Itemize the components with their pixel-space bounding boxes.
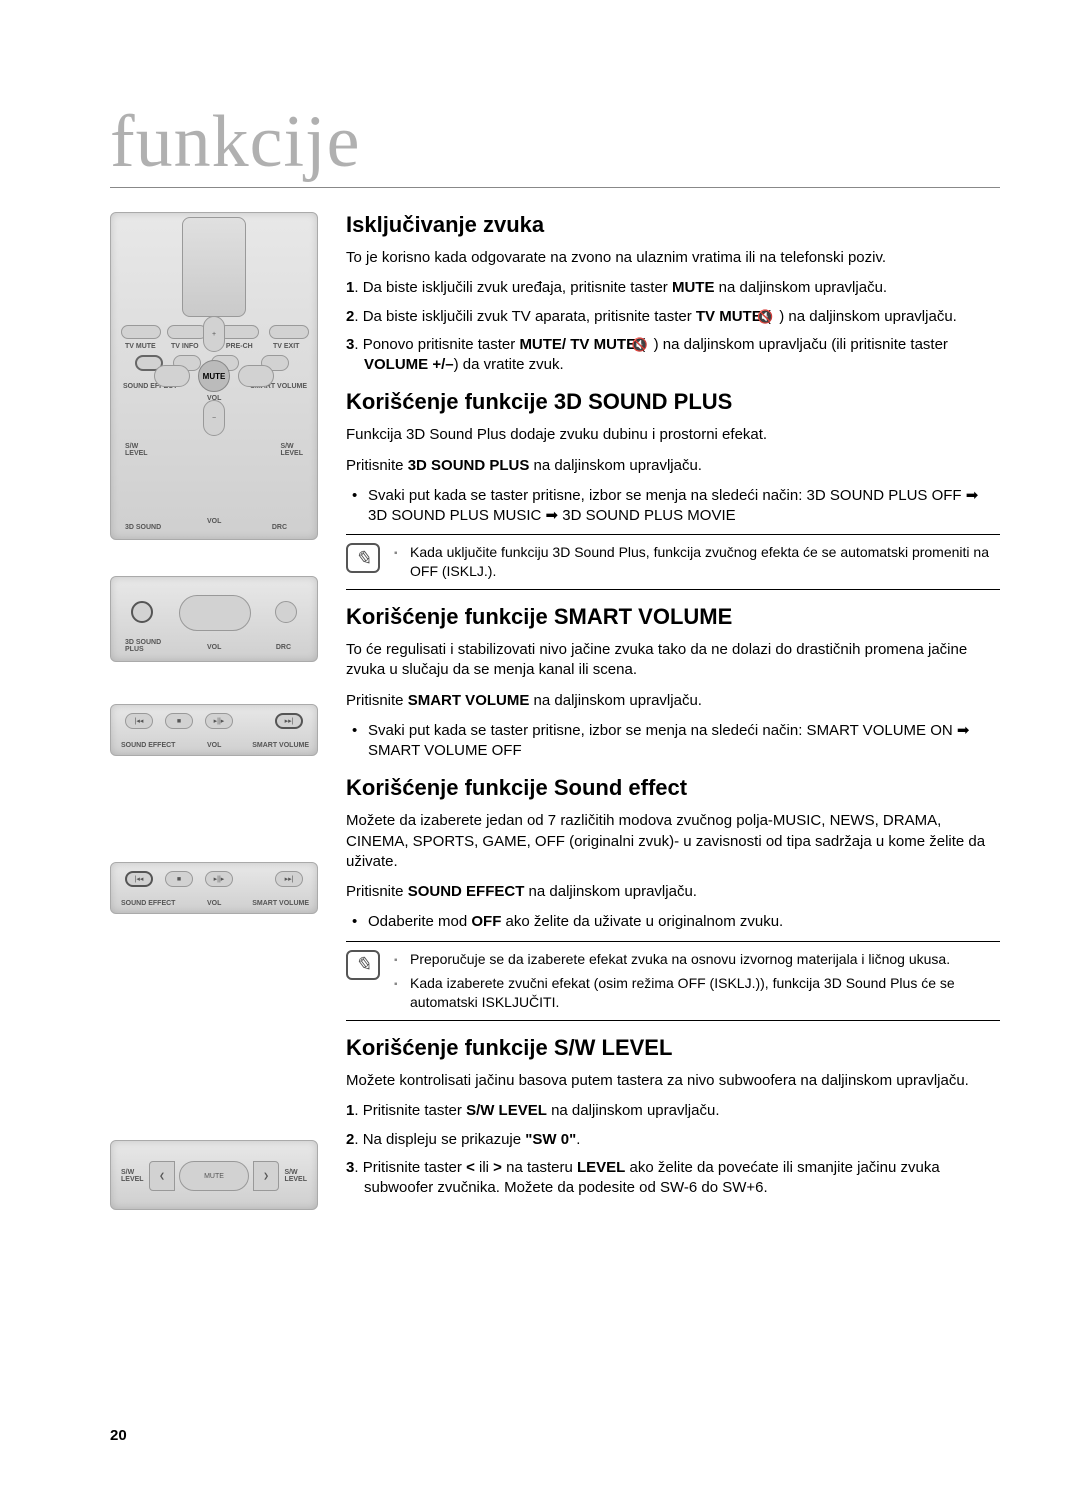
label-drc-p2: DRC	[276, 644, 291, 651]
sw-step1: 1. Pritisnite taster S/W LEVEL na daljin…	[346, 1101, 1000, 1121]
label-sw-right: S/W LEVEL	[280, 443, 303, 457]
smart-intro: To će regulisati i stabilizovati nivo ja…	[346, 640, 1000, 681]
note-3d: ✎ Kada uključite funkciju 3D Sound Plus,…	[346, 534, 1000, 590]
remote-illustration-main: TV MUTE TV INFO TV PRE-CH TV EXIT SOUND …	[110, 212, 318, 540]
note-icon: ✎	[346, 543, 380, 573]
heading-effect: Korišćenje funkcije Sound effect	[346, 775, 1000, 801]
label-se-p3: SOUND EFFECT	[121, 742, 175, 749]
heading-3d: Korišćenje funkcije 3D SOUND PLUS	[346, 389, 1000, 415]
note-effect-1: Preporučuje se da izaberete efekat zvuka…	[394, 950, 1000, 969]
label-vol-bottom: VOL	[207, 518, 221, 525]
sw-intro: Možete kontrolisati jačinu basova putem …	[346, 1071, 1000, 1091]
mute-step2: 2. Da biste isključili zvuk TV aparata, …	[346, 307, 1000, 327]
content-wrapper: TV MUTE TV INFO TV PRE-CH TV EXIT SOUND …	[110, 212, 1000, 1210]
heading-sw: Korišćenje funkcije S/W LEVEL	[346, 1035, 1000, 1061]
label-sw-p5r: S/W LEVEL	[284, 1169, 307, 1183]
d3-bullet: Svaki put kada se taster pritisne, izbor…	[346, 486, 1000, 527]
d3-press: Pritisnite 3D SOUND PLUS na daljinskom u…	[346, 456, 1000, 476]
heading-smart: Korišćenje funkcije SMART VOLUME	[346, 604, 1000, 630]
page-title: funkcije	[110, 100, 1000, 188]
mute-intro: To je korisno kada odgovarate na zvono n…	[346, 248, 1000, 268]
smart-press: Pritisnite SMART VOLUME na daljinskom up…	[346, 691, 1000, 711]
right-column: Isključivanje zvuka To je korisno kada o…	[346, 212, 1000, 1210]
sw-step2: 2. Na displeju se prikazuje "SW 0".	[346, 1130, 1000, 1150]
smart-bullet: Svaki put kada se taster pritisne, izbor…	[346, 721, 1000, 762]
label-vol-p3: VOL	[207, 742, 221, 749]
label-3d-sound: 3D SOUND	[125, 524, 161, 531]
d3-intro: Funkcija 3D Sound Plus dodaje zvuku dubi…	[346, 425, 1000, 445]
note-icon: ✎	[346, 950, 380, 980]
effect-press: Pritisnite SOUND EFFECT na daljinskom up…	[346, 882, 1000, 902]
label-vol-p2: VOL	[207, 644, 221, 651]
note-3d-text: Kada uključite funkciju 3D Sound Plus, f…	[394, 543, 1000, 581]
label-sw-left: S/W LEVEL	[125, 443, 148, 457]
sw-step3: 3. Pritisnite taster < ili > na tasteru …	[346, 1158, 1000, 1199]
remote-illustration-3dsound: 3D SOUND PLUS VOL DRC	[110, 576, 318, 662]
note-effect-2: Kada izaberete zvučni efekat (osim režim…	[394, 974, 1000, 1012]
mute-button: MUTE	[198, 360, 230, 392]
page-number: 20	[110, 1427, 127, 1444]
effect-bullet: Odaberite mod OFF ako želite da uživate …	[346, 912, 1000, 932]
mute-step1: 1. Da biste isključili zvuk uređaja, pri…	[346, 278, 1000, 298]
label-3dsound-plus: 3D SOUND PLUS	[125, 639, 161, 653]
effect-intro: Možete da izaberete jedan od 7 različiti…	[346, 811, 1000, 872]
label-drc: DRC	[272, 524, 287, 531]
remote-illustration-soundeffect: |◂◂ ■ ▸||▸ ▸▸| SOUND EFFECT VOL SMART VO…	[110, 862, 318, 914]
heading-mute: Isključivanje zvuka	[346, 212, 1000, 238]
remote-illustration-smartvol: |◂◂ ■ ▸||▸ ▸▸| SOUND EFFECT VOL SMART VO…	[110, 704, 318, 756]
label-vol: VOL	[207, 395, 221, 402]
remote-illustration-swlevel: ❮ MUTE ❯ S/W LEVEL S/W LEVEL	[110, 1140, 318, 1210]
note-effect: ✎ Preporučuje se da izaberete efekat zvu…	[346, 941, 1000, 1022]
label-se-p4: SOUND EFFECT	[121, 900, 175, 907]
label-sv-p3: SMART VOLUME	[252, 742, 309, 749]
label-sv-p4: SMART VOLUME	[252, 900, 309, 907]
label-tv-mute: TV MUTE	[125, 343, 156, 350]
label-sw-p5l: S/W LEVEL	[121, 1169, 144, 1183]
label-tv-exit: TV EXIT	[273, 343, 299, 350]
mute-step3: 3. Ponovo pritisnite taster MUTE/ TV MUT…	[346, 335, 1000, 376]
left-column: TV MUTE TV INFO TV PRE-CH TV EXIT SOUND …	[110, 212, 318, 1210]
label-vol-p4: VOL	[207, 900, 221, 907]
